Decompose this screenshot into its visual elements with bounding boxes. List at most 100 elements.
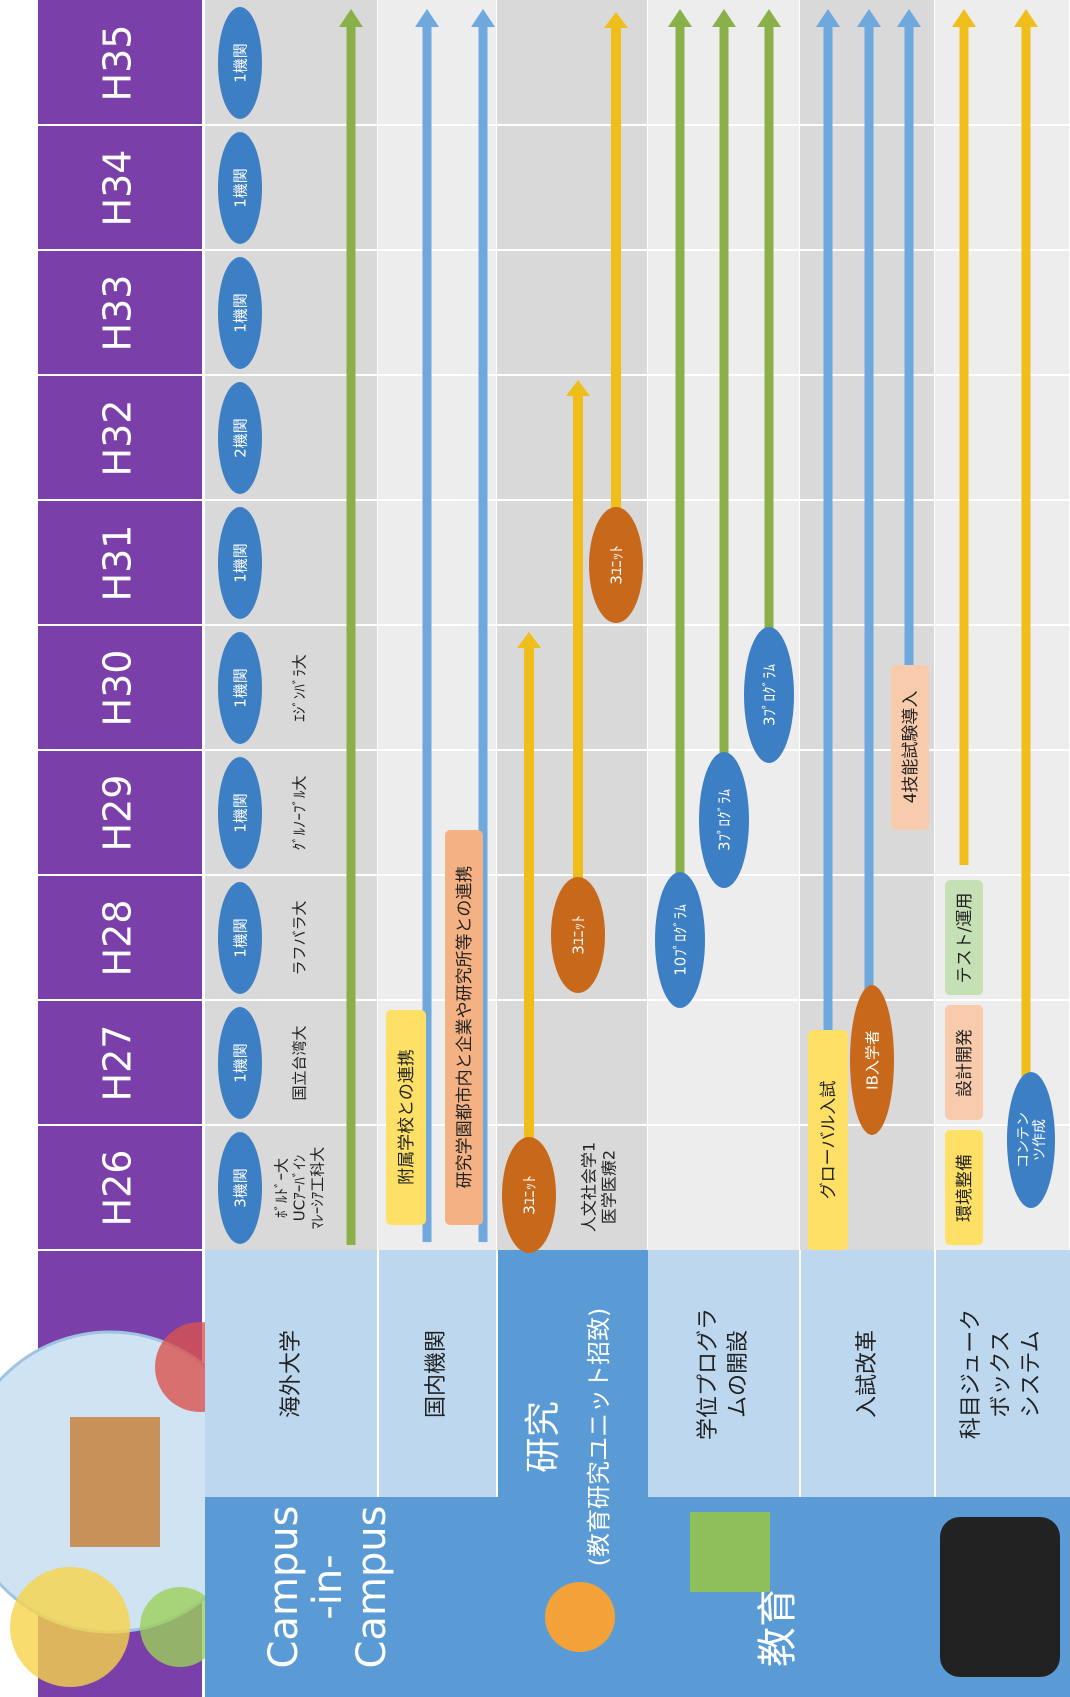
column-divider	[497, 624, 648, 626]
row-label: 国内機関	[424, 1330, 449, 1418]
item-label: ツ作成	[1032, 1119, 1048, 1161]
item-label: 附属学校との連携	[397, 1049, 417, 1185]
globe-bubble	[140, 1587, 220, 1667]
item-box	[445, 830, 483, 1225]
cell-divider	[799, 1250, 801, 1497]
item-box	[945, 1005, 983, 1120]
arrow-head	[415, 9, 439, 27]
unit-oval	[502, 1137, 556, 1253]
column-divider	[378, 499, 497, 501]
arrow-shaft	[611, 26, 621, 565]
item-label: コンテン	[1016, 1112, 1032, 1168]
column-divider	[378, 249, 497, 251]
column-divider	[935, 374, 1070, 376]
arrow-head	[897, 9, 921, 27]
count-oval	[218, 882, 262, 994]
arrow-shaft	[346, 25, 356, 1245]
arrow-shaft	[719, 25, 729, 820]
header-divider	[38, 999, 202, 1001]
column-divider	[497, 249, 648, 251]
arrow-shaft	[823, 25, 833, 1030]
year-label: H26	[96, 1150, 140, 1227]
count-label: 1機関	[232, 293, 250, 333]
program-oval	[655, 872, 705, 1008]
header-divider	[38, 1124, 202, 1126]
year-label: H31	[96, 525, 140, 602]
column-divider	[935, 999, 1070, 1001]
cell-divider	[934, 1250, 936, 1497]
header-bar	[38, 0, 202, 1697]
count-oval	[218, 507, 262, 619]
unit-label: 3ﾕﾆｯﾄ	[570, 915, 588, 955]
arrow-shaft	[959, 25, 969, 865]
research-note: 人文社会学1	[580, 1142, 599, 1232]
group-label: 教育	[755, 1587, 801, 1667]
row-label: ボックス	[989, 1330, 1014, 1417]
count-oval	[218, 257, 262, 369]
jukebox-icon	[940, 1517, 1060, 1677]
count-oval	[218, 1132, 262, 1244]
count-label: 1機関	[232, 793, 250, 833]
row-label-cell	[205, 1250, 378, 1497]
row-label: 科目ジューク	[959, 1309, 984, 1439]
unit-label: 3ﾕﾆｯﾄ	[608, 545, 626, 585]
university-label: UCｱｰﾊﾞｲﾝ	[291, 1155, 309, 1221]
arrow-head	[712, 9, 736, 27]
row-label-cell	[935, 1250, 1070, 1497]
arrow-shaft	[904, 25, 914, 665]
header-divider	[38, 749, 202, 751]
arrow-head	[471, 9, 495, 27]
program-oval	[744, 627, 794, 763]
header-divider	[38, 249, 202, 251]
item-oval	[850, 985, 894, 1135]
header-divider	[38, 1249, 202, 1251]
item-label: 研究学園都市内と企業や研究所等との連携	[455, 866, 475, 1189]
column-divider	[378, 124, 497, 126]
count-oval	[218, 132, 262, 244]
item-label: 設計開発	[955, 1029, 975, 1097]
program-label: 10ﾌﾟﾛｸﾞﾗﾑ	[672, 904, 690, 976]
count-label: 1機関	[232, 168, 250, 208]
arrow-head	[668, 9, 692, 27]
column-divider	[648, 1124, 800, 1126]
count-label: 1機関	[232, 1043, 250, 1083]
column-divider	[497, 499, 648, 501]
program-label: 3ﾌﾟﾛｸﾞﾗﾑ	[716, 788, 734, 851]
arrow-shaft	[524, 646, 534, 1195]
row-label: 入試改革	[855, 1330, 880, 1418]
column-divider	[205, 749, 378, 751]
year-label: H27	[96, 1025, 140, 1102]
row-label: ムの開設	[726, 1330, 751, 1418]
count-oval	[218, 632, 262, 744]
column-divider	[935, 749, 1070, 751]
group-label: Campus	[349, 1506, 395, 1669]
group-label: 研究	[523, 1401, 564, 1473]
column-divider	[205, 1124, 378, 1126]
arrow-shaft	[1021, 25, 1031, 1140]
arrow-shaft	[573, 394, 583, 935]
header-divider	[38, 374, 202, 376]
item-box	[386, 1010, 426, 1225]
university-label: ｴｼﾞﾝﾊﾞﾗ大	[291, 654, 309, 722]
arrow-head	[952, 9, 976, 27]
column-divider	[205, 124, 378, 126]
count-label: 3機関	[232, 1168, 250, 1208]
arrow-head	[339, 9, 363, 27]
year-label: H33	[96, 275, 140, 352]
arrow-head	[604, 12, 628, 28]
year-label: H28	[96, 900, 140, 977]
arrow-head	[1014, 9, 1038, 27]
building-icon	[70, 1417, 160, 1547]
arrow-shaft	[675, 25, 685, 940]
row-label-cell	[800, 1250, 935, 1497]
university-label: ｸﾞﾙﾉｰﾌﾞﾙ大	[291, 775, 309, 850]
count-label: 1機関	[232, 43, 250, 83]
flask-icon	[545, 1582, 615, 1652]
count-label: 1機関	[232, 668, 250, 708]
group-label: -in-	[305, 1554, 351, 1619]
column-divider	[497, 874, 648, 876]
column-divider	[205, 499, 378, 501]
column-divider	[935, 874, 1070, 876]
item-label: テスト/運用	[955, 893, 975, 984]
column-divider	[378, 749, 497, 751]
